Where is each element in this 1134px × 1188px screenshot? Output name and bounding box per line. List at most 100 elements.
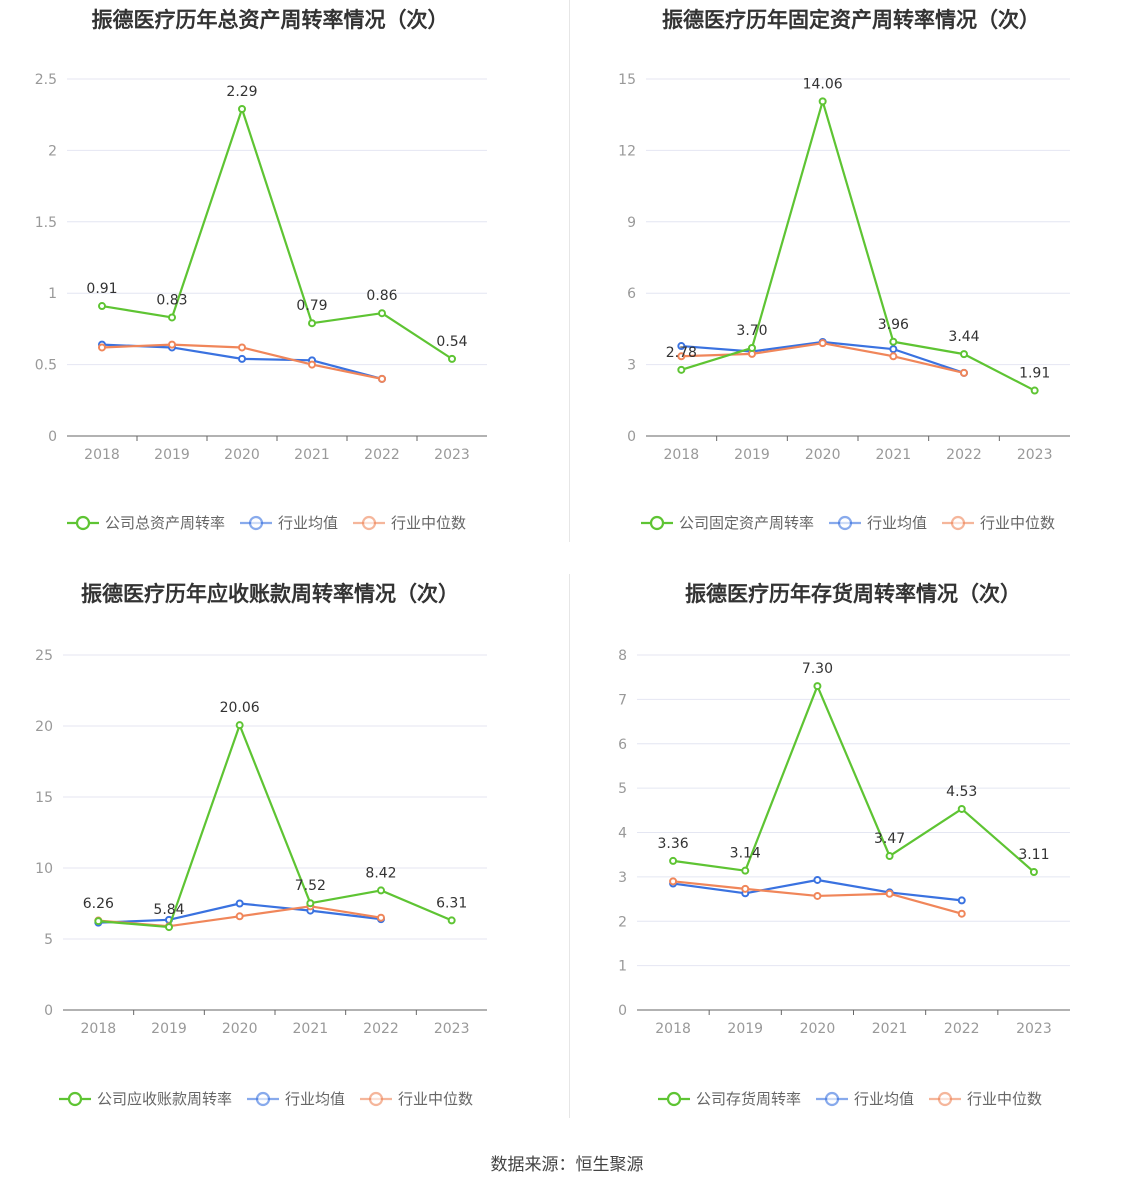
legend-item-company[interactable]: 公司应收账款周转率 xyxy=(58,1088,232,1109)
data-point[interactable] xyxy=(168,313,176,322)
data-point[interactable] xyxy=(168,340,176,349)
legend-label: 行业均值 xyxy=(854,1090,915,1108)
data-label: 0.86 xyxy=(366,288,397,304)
chart-legend: 公司总资产周转率 行业均值 行业中位数 xyxy=(66,512,480,533)
data-point[interactable] xyxy=(98,302,106,311)
x-tick-label: 2019 xyxy=(727,1021,763,1037)
data-point[interactable] xyxy=(818,339,827,348)
legend-label: 行业均值 xyxy=(285,1090,346,1108)
data-point[interactable] xyxy=(235,899,244,908)
y-tick-label: 0 xyxy=(48,429,57,445)
data-point[interactable] xyxy=(308,360,316,369)
series-line-company xyxy=(672,684,1035,873)
data-label: 2.78 xyxy=(666,345,697,361)
data-point[interactable] xyxy=(378,374,386,383)
y-tick-label: 3 xyxy=(618,870,627,886)
data-point[interactable] xyxy=(741,866,750,875)
chart-panel-fixed-asset-turnover: 振德医疗历年固定资产周转率情况（次） 0 3 6 9 12 15 2018 2019 2020 20… xyxy=(571,0,1134,570)
data-point[interactable] xyxy=(885,852,894,861)
data-point[interactable] xyxy=(306,899,315,908)
chart-title: 振德医疗历年应收账款周转率情况（次） xyxy=(81,582,459,606)
legend-label: 行业中位数 xyxy=(967,1090,1043,1108)
data-point[interactable] xyxy=(1030,386,1039,395)
data-point[interactable] xyxy=(669,856,678,865)
data-point[interactable] xyxy=(889,352,898,361)
line-chart: 0 0.5 1 1.5 2 2.5 2018 2019 2020 2021 2022 2023 0.91… xyxy=(35,72,487,463)
data-label: 3.96 xyxy=(878,317,909,333)
legend-marker-icon xyxy=(240,515,273,530)
data-point[interactable] xyxy=(98,343,106,352)
data-point[interactable] xyxy=(889,345,898,354)
legend-item-industry-average[interactable]: 行业均值 xyxy=(246,1088,345,1109)
data-point[interactable] xyxy=(957,909,966,918)
legend-item-industry-median[interactable]: 行业中位数 xyxy=(941,512,1055,533)
data-point[interactable] xyxy=(818,97,827,106)
legend-marker-icon xyxy=(929,1091,962,1106)
series-line-company xyxy=(681,100,1036,392)
data-point[interactable] xyxy=(235,912,244,921)
data-label: 3.36 xyxy=(657,836,688,852)
x-tick-label: 2022 xyxy=(946,447,982,463)
data-point[interactable] xyxy=(813,875,822,884)
data-label: 3.11 xyxy=(1018,847,1049,863)
data-point[interactable] xyxy=(669,877,678,886)
data-point[interactable] xyxy=(378,309,386,318)
data-label: 0.79 xyxy=(296,298,327,314)
data-point[interactable] xyxy=(447,916,456,925)
legend-item-industry-median[interactable]: 行业中位数 xyxy=(352,512,466,533)
legend-marker-icon xyxy=(816,1091,849,1106)
legend-item-industry-average[interactable]: 行业均值 xyxy=(239,512,338,533)
data-point[interactable] xyxy=(677,352,686,361)
chart-panel-inventory-turnover: 振德医疗历年存货周转率情况（次） 0 1 2 3 4 5 6 7 8 2018 2019 2020 202… xyxy=(571,574,1134,1134)
legend-label: 公司固定资产周转率 xyxy=(679,514,815,532)
data-point[interactable] xyxy=(957,896,966,905)
data-point[interactable] xyxy=(741,884,750,893)
legend-item-company[interactable]: 公司固定资产周转率 xyxy=(640,512,814,533)
legend-item-industry-average[interactable]: 行业均值 xyxy=(815,1088,914,1109)
data-point[interactable] xyxy=(960,350,968,359)
legend-item-industry-average[interactable]: 行业均值 xyxy=(828,512,927,533)
data-label: 1.91 xyxy=(1019,366,1050,382)
data-point[interactable] xyxy=(677,365,686,374)
data-point[interactable] xyxy=(235,721,244,730)
data-label: 20.06 xyxy=(220,700,260,716)
data-point[interactable] xyxy=(813,891,822,900)
legend-label: 公司总资产周转率 xyxy=(105,514,226,532)
data-point[interactable] xyxy=(238,104,246,113)
data-point[interactable] xyxy=(813,682,822,691)
y-tick-label: 12 xyxy=(618,143,636,159)
data-point[interactable] xyxy=(889,337,898,346)
data-point[interactable] xyxy=(448,354,456,363)
y-tick-label: 9 xyxy=(627,215,636,231)
data-point[interactable] xyxy=(677,342,686,351)
data-point[interactable] xyxy=(94,917,103,926)
series-line-company xyxy=(101,107,453,360)
data-point[interactable] xyxy=(238,343,246,352)
y-tick-label: 5 xyxy=(618,781,627,797)
data-point[interactable] xyxy=(960,368,968,377)
data-point[interactable] xyxy=(748,343,756,352)
legend-label: 行业中位数 xyxy=(391,514,467,532)
legend-item-company[interactable]: 公司存货周转率 xyxy=(657,1088,801,1109)
data-point[interactable] xyxy=(377,913,385,922)
chart-legend: 公司存货周转率 行业均值 行业中位数 xyxy=(657,1088,1056,1109)
data-point[interactable] xyxy=(1029,867,1038,876)
legend-label: 行业均值 xyxy=(867,514,928,532)
y-tick-label: 6 xyxy=(627,286,636,302)
line-chart: 0 5 10 15 20 25 2018 2019 2020 2021 2022 2023 6.26 5.… xyxy=(35,648,487,1037)
legend-item-industry-median[interactable]: 行业中位数 xyxy=(928,1088,1042,1109)
x-tick-label: 2023 xyxy=(1016,1021,1052,1037)
data-point[interactable] xyxy=(308,319,316,328)
legend-marker-icon xyxy=(829,515,862,530)
data-point[interactable] xyxy=(165,923,173,932)
x-tick-label: 2018 xyxy=(84,447,120,463)
data-point[interactable] xyxy=(377,886,385,895)
data-point[interactable] xyxy=(238,354,246,363)
legend-item-industry-median[interactable]: 行业中位数 xyxy=(359,1088,473,1109)
data-point[interactable] xyxy=(957,804,966,813)
data-label: 6.26 xyxy=(83,896,114,912)
legend-item-company[interactable]: 公司总资产周转率 xyxy=(66,512,225,533)
legend-label: 公司存货周转率 xyxy=(696,1090,802,1108)
data-point[interactable] xyxy=(885,889,894,898)
data-label: 3.47 xyxy=(874,831,905,847)
